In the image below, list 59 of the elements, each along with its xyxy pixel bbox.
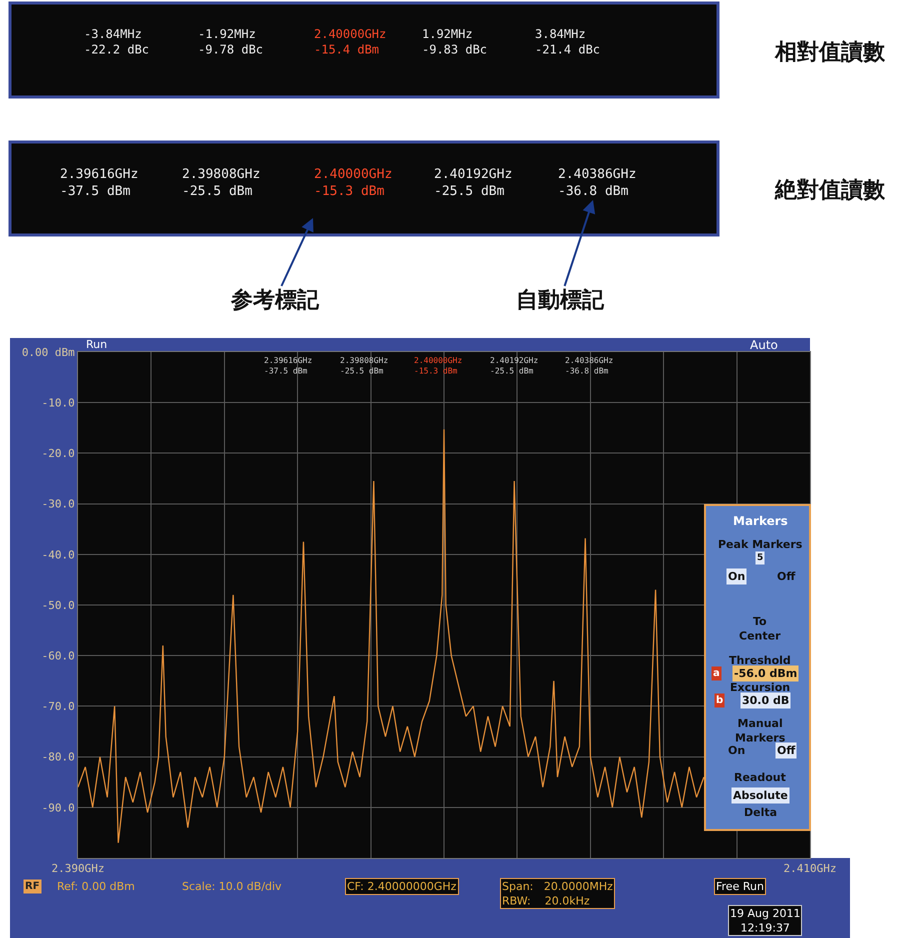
annotation: 2.40000GHz -15.3 dBm	[414, 356, 462, 376]
y-tick-label: -50.0	[42, 598, 75, 612]
x-tick-label: 2.390GHz	[52, 862, 104, 876]
text: 2.39808GHz -25.5 dBm	[182, 167, 260, 199]
text: 3.84MHz -21.4 dBc	[535, 27, 600, 57]
annotation: Absolute	[733, 789, 788, 802]
text: -1.92MHz -9.78 dBc	[198, 27, 264, 57]
annotation: 2.39616GHz -37.5 dBm	[264, 356, 312, 376]
text: 2.40386GHz -36.8 dBm	[558, 167, 636, 199]
text: 絶對值讀數	[774, 178, 886, 203]
y-tick-label: -70.0	[42, 700, 75, 714]
annotation: Readout	[734, 771, 786, 784]
annotation: Markers	[733, 514, 788, 528]
text: 自動標記	[516, 288, 605, 313]
annotation: To Center	[739, 615, 782, 642]
annotation: b	[716, 695, 724, 706]
y-tick-label: -90.0	[42, 801, 75, 814]
y-tick-label: -60.0	[42, 649, 75, 662]
text: 19 Aug 2011 12:19:37	[730, 907, 800, 934]
y-tick-label: -10.0	[42, 396, 75, 410]
annotation: 30.0 dB	[742, 694, 790, 707]
y-tick-label: 0.00 dBm	[22, 346, 76, 359]
text: Free Run	[716, 880, 764, 893]
annotation: On	[728, 570, 746, 583]
annotation: Delta	[744, 806, 778, 819]
text: RF	[25, 881, 40, 892]
annotation: Excursion	[730, 681, 790, 694]
annotation: Auto	[750, 338, 778, 352]
text: CF: 2.40000000GHz	[347, 880, 457, 893]
text: 参考標記	[230, 288, 320, 313]
annotation: Manual Markers	[735, 717, 786, 744]
annotation: 2.40192GHz -25.5 dBm	[490, 356, 538, 376]
annotation: Off	[777, 744, 796, 757]
annotation: 2.39808GHz -25.5 dBm	[340, 356, 388, 376]
y-tick-label: -80.0	[42, 750, 75, 764]
text: 2.40192GHz -25.5 dBm	[434, 167, 512, 199]
annotation: 5	[757, 553, 764, 563]
text: 2.40000GHz -15.4 dBm	[314, 27, 386, 57]
annotation: a	[713, 668, 720, 679]
y-tick-label: -30.0	[42, 498, 75, 511]
annotation: 2.40386GHz -36.8 dBm	[565, 356, 614, 376]
text: Scale: 10.0 dB/div	[182, 880, 282, 893]
text: Span: 20.0000MHz RBW: 20.0kHz	[502, 880, 614, 908]
text: -3.84MHz -22.2 dBc	[84, 27, 150, 57]
annotation: On	[728, 744, 746, 757]
annotation: -56.0 dBm	[734, 667, 798, 680]
y-tick-label: -20.0	[42, 447, 75, 460]
y-tick-label: -40.0	[42, 548, 75, 562]
text: Run	[86, 338, 108, 351]
text: 相對值讀數	[774, 40, 886, 65]
annotation: Off	[777, 570, 796, 583]
text: 1.92MHz -9.83 dBc	[422, 27, 488, 57]
text: 2.40000GHz -15.3 dBm	[314, 167, 392, 199]
text: 2.39616GHz -37.5 dBm	[60, 167, 138, 199]
x-tick-label: 2.410GHz	[784, 862, 836, 876]
annotation: Threshold	[729, 654, 791, 667]
text: Ref: 0.00 dBm	[57, 880, 135, 893]
annotation: Peak Markers	[718, 538, 803, 551]
line-series	[78, 428, 704, 844]
